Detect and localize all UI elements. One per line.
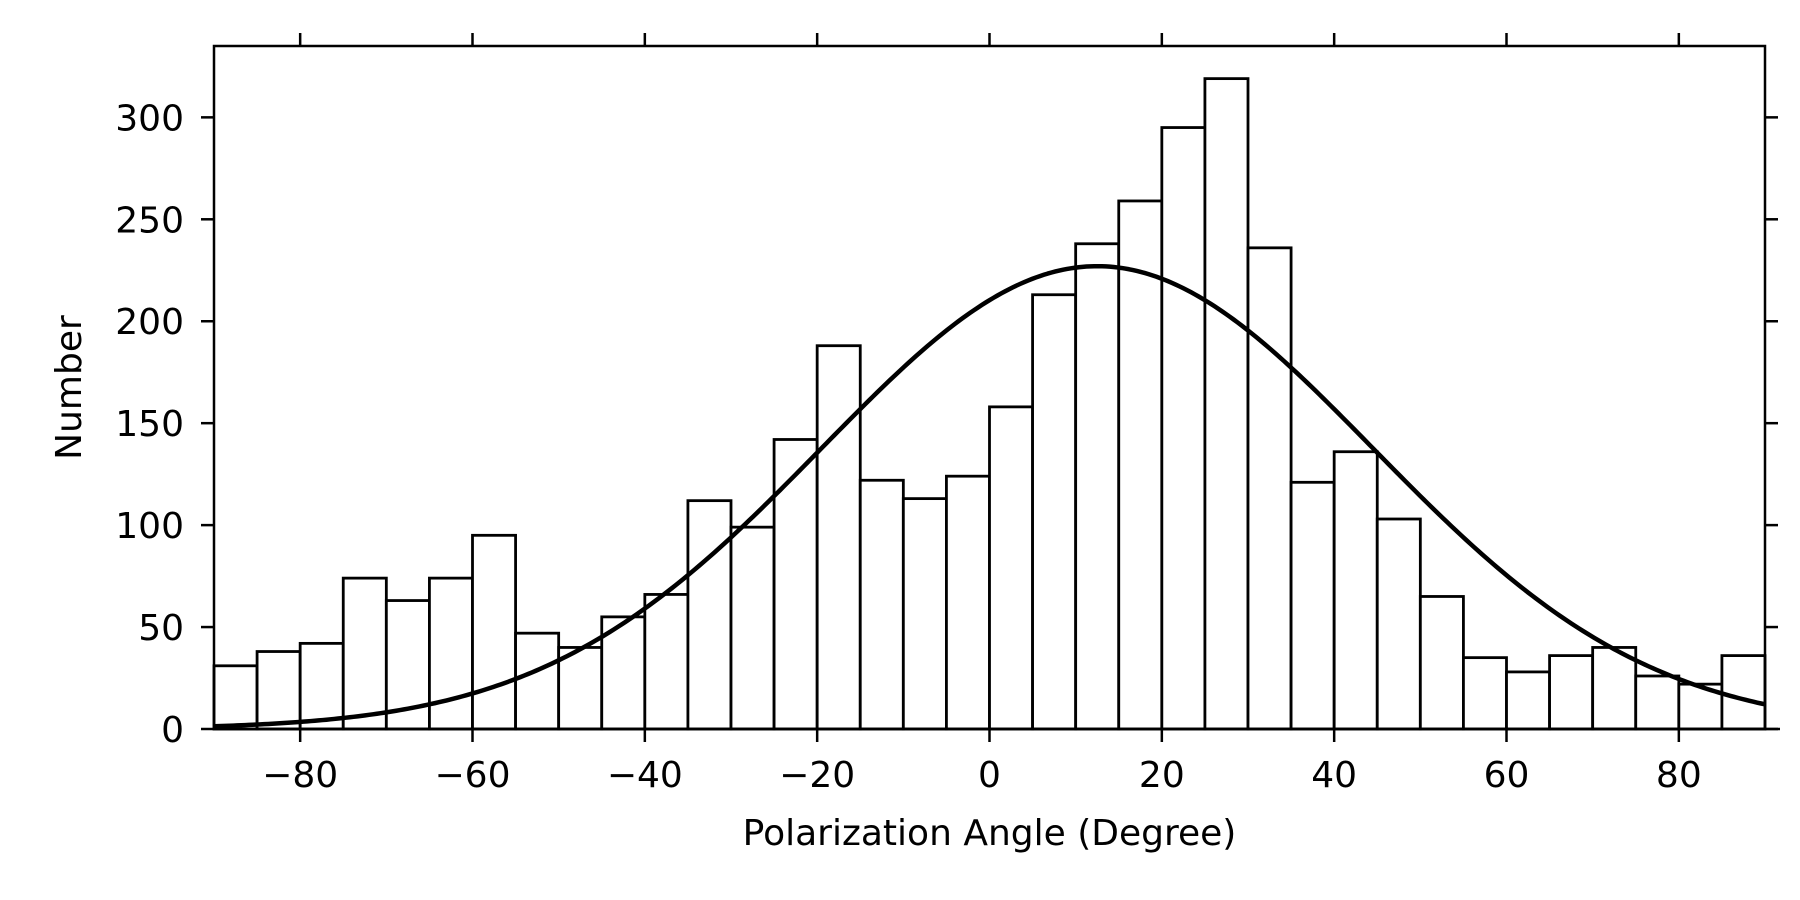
x-tick-label: 60: [1484, 755, 1530, 796]
histogram-bar: [1418, 595, 1465, 731]
x-tick-label: 0: [978, 755, 1001, 796]
histogram-bar: [1375, 517, 1422, 731]
histogram-bar: [557, 646, 604, 731]
gaussian-fit-curve: [213, 263, 1766, 729]
histogram-bar: [514, 631, 561, 731]
x-tick-labels: −80 −60 −40 −20 0 20 40 60 80: [262, 755, 1702, 796]
x-tick-label: −80: [262, 755, 338, 796]
histogram-bar: [858, 478, 905, 731]
histogram-bar: [1548, 654, 1595, 731]
histogram-bar: [428, 576, 474, 731]
histogram-bar: [1332, 450, 1379, 731]
histogram-bar: [1720, 654, 1767, 731]
histogram-bar: [255, 650, 302, 731]
y-tick-label: 250: [115, 200, 184, 241]
x-tick-label: 80: [1656, 755, 1702, 796]
histogram-bar: [341, 576, 388, 731]
histogram-bar: [600, 615, 647, 731]
histogram-bar: [945, 474, 991, 731]
histogram-bar: [815, 344, 862, 731]
y-tick-label: 200: [115, 302, 184, 343]
x-tick-label: −60: [435, 755, 511, 796]
histogram-bar: [212, 664, 259, 731]
histogram-bar: [1462, 656, 1508, 731]
x-tick-label: −20: [779, 755, 855, 796]
x-tick-label: 40: [1311, 755, 1357, 796]
histogram-bar: [1117, 199, 1164, 731]
histogram-bar: [729, 525, 776, 731]
histogram-bar: [298, 641, 345, 731]
histogram-bars: [212, 77, 1767, 731]
histogram-bar: [1160, 126, 1207, 731]
y-tick-label: 150: [115, 404, 184, 445]
histogram-bar: [1074, 242, 1121, 731]
histogram-bar: [471, 533, 517, 731]
fit-curve-layer: [213, 263, 1766, 729]
y-tick-label: 50: [138, 608, 184, 649]
y-tick-label: 100: [115, 506, 184, 547]
histogram-bar: [901, 497, 948, 731]
histogram-bar: [988, 405, 1034, 731]
histogram-bar: [1246, 246, 1293, 731]
histogram-bar: [1289, 480, 1336, 731]
x-tick-label: −40: [607, 755, 683, 796]
x-tick-label: 20: [1139, 755, 1185, 796]
histogram-bar: [686, 499, 733, 731]
histogram-bar: [1203, 77, 1250, 731]
axis-ticks: [201, 33, 1780, 742]
x-axis-label: Polarization Angle (Degree): [743, 813, 1237, 854]
histogram-bar: [643, 593, 690, 731]
y-tick-label: 300: [115, 98, 184, 139]
histogram-bar: [1591, 646, 1638, 731]
histogram-bar: [1505, 670, 1551, 731]
y-tick-label: 0: [161, 710, 184, 751]
histogram-bar: [772, 438, 819, 731]
y-tick-labels: 0 50 100 150 200 250 300: [115, 98, 184, 751]
histogram-bar: [1634, 674, 1681, 731]
histogram-bar: [1031, 293, 1078, 731]
y-axis-label: Number: [49, 315, 90, 460]
